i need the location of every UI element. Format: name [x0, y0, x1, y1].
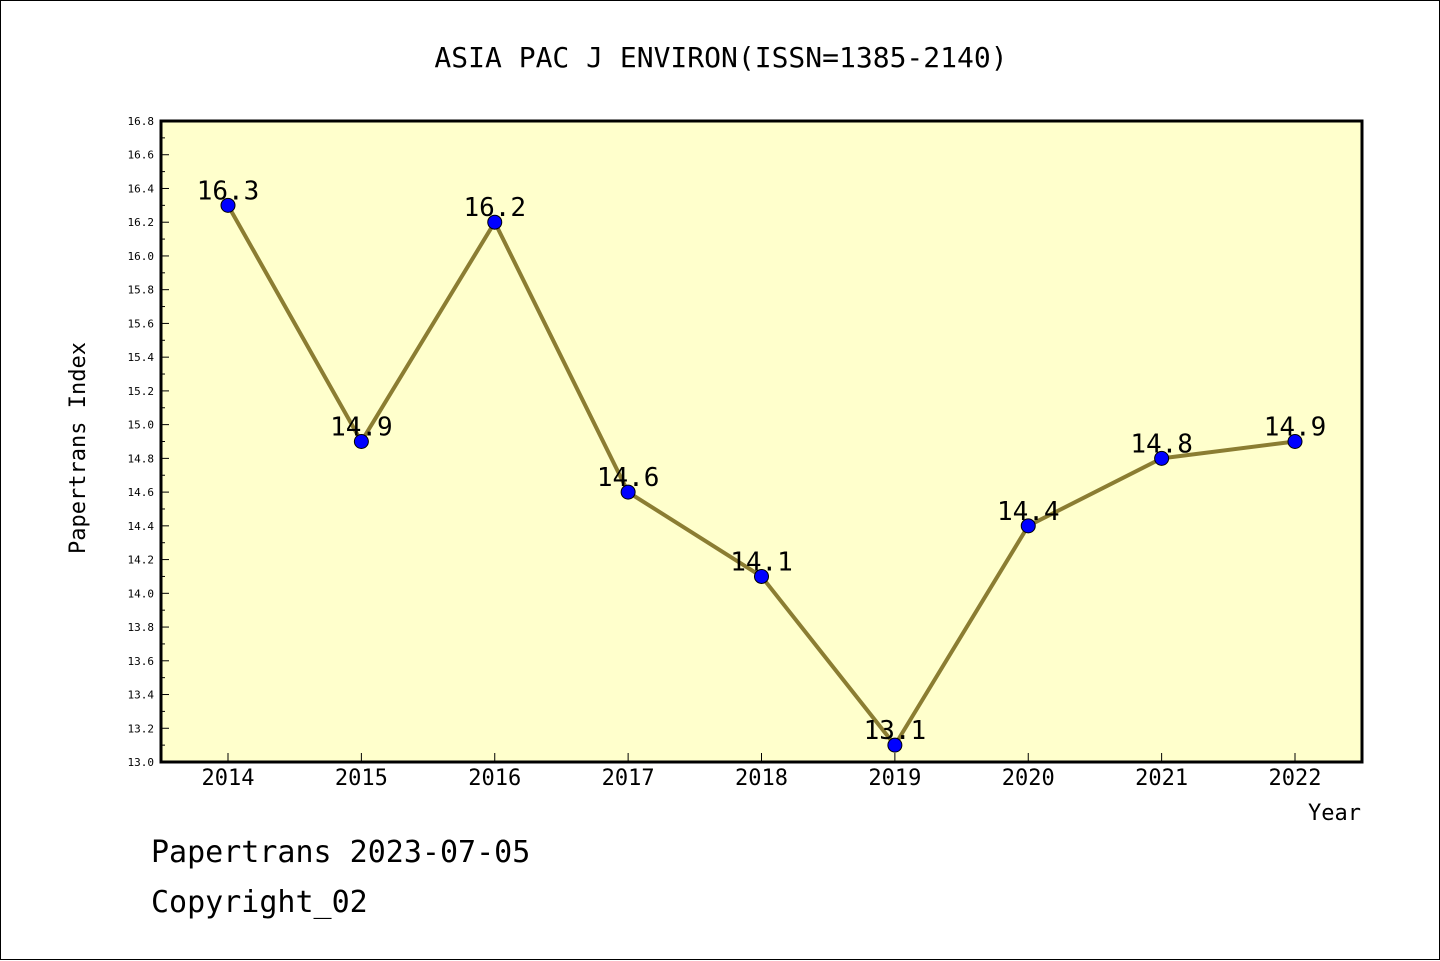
y-tick-label: 13.2: [128, 722, 155, 735]
x-axis: 2014 2015 2016 2017 2018 2019 2020 2021 2022: [202, 753, 1322, 791]
y-axis-label: Papertrans Index: [66, 342, 91, 554]
data-label: 14.9: [1264, 413, 1327, 443]
y-tick-label: 13.0: [128, 756, 155, 769]
data-label: 14.4: [997, 497, 1060, 527]
x-tick-label: 2014: [202, 766, 255, 791]
x-tick-label: 2020: [1002, 766, 1055, 791]
data-label: 16.2: [463, 193, 526, 223]
data-point: [353, 434, 369, 449]
data-point: [887, 737, 903, 753]
data-label: 14.1: [730, 547, 793, 577]
y-tick-label: 16.4: [128, 182, 155, 195]
data-point: [487, 214, 503, 230]
y-tick-label: 14.2: [128, 554, 155, 567]
data-point: [1020, 518, 1036, 534]
data-label: 13.1: [864, 716, 927, 746]
footer-copyright: Copyright_02: [151, 885, 368, 920]
x-tick-label: 2021: [1135, 766, 1188, 791]
y-tick-label: 15.6: [128, 317, 155, 330]
x-tick-label: 2017: [602, 766, 655, 791]
data-label: 16.3: [197, 176, 260, 206]
data-point: [754, 568, 769, 584]
x-tick-label: 2022: [1269, 766, 1322, 791]
y-tick-label: 16.0: [128, 250, 155, 263]
x-tick-label: 2018: [735, 766, 788, 791]
y-tick-label: 16.2: [128, 216, 155, 229]
data-point: [620, 484, 636, 500]
data-point: [1154, 450, 1170, 466]
x-tick-label: 2015: [335, 766, 388, 791]
x-axis-label: Year: [1308, 801, 1361, 826]
y-tick-label: 15.0: [128, 419, 155, 432]
y-tick-label: 13.6: [128, 655, 155, 668]
y-tick-label: 13.4: [128, 689, 155, 702]
data-label: 14.6: [597, 463, 660, 493]
y-tick-label: 13.8: [128, 621, 155, 634]
x-tick-label: 2019: [868, 766, 921, 791]
chart-title: ASIA PAC J ENVIRON(ISSN=1385-2140): [434, 41, 1007, 74]
footer-date-line: Papertrans 2023-07-05: [151, 835, 531, 870]
y-tick-label: 14.4: [128, 520, 155, 533]
y-tick-label: 16.8: [128, 115, 155, 128]
data-point: [1287, 434, 1303, 449]
y-tick-label: 15.4: [128, 351, 155, 364]
plot-border: [159, 119, 1364, 764]
series-line-group: 16.3 14.9 16.2 14.6 14.1 13.1 14.4 14.8 14.9: [197, 176, 1327, 753]
y-tick-label: 15.2: [128, 385, 155, 398]
data-label: 14.8: [1130, 429, 1193, 459]
data-point: [220, 197, 236, 213]
x-tick-label: 2016: [468, 766, 521, 791]
data-label: 14.9: [330, 413, 393, 443]
y-tick-label: 14.8: [128, 452, 155, 465]
y-tick-label: 14.6: [128, 486, 155, 499]
y-tick-label: 16.6: [128, 149, 155, 162]
y-tick-label: 14.0: [128, 587, 155, 600]
y-tick-label: 15.8: [128, 284, 155, 297]
y-axis: 13.0 13.2 13.4 13.6 13.8 14.0 14.2 14.4 14.6 14.8…: [128, 115, 169, 769]
